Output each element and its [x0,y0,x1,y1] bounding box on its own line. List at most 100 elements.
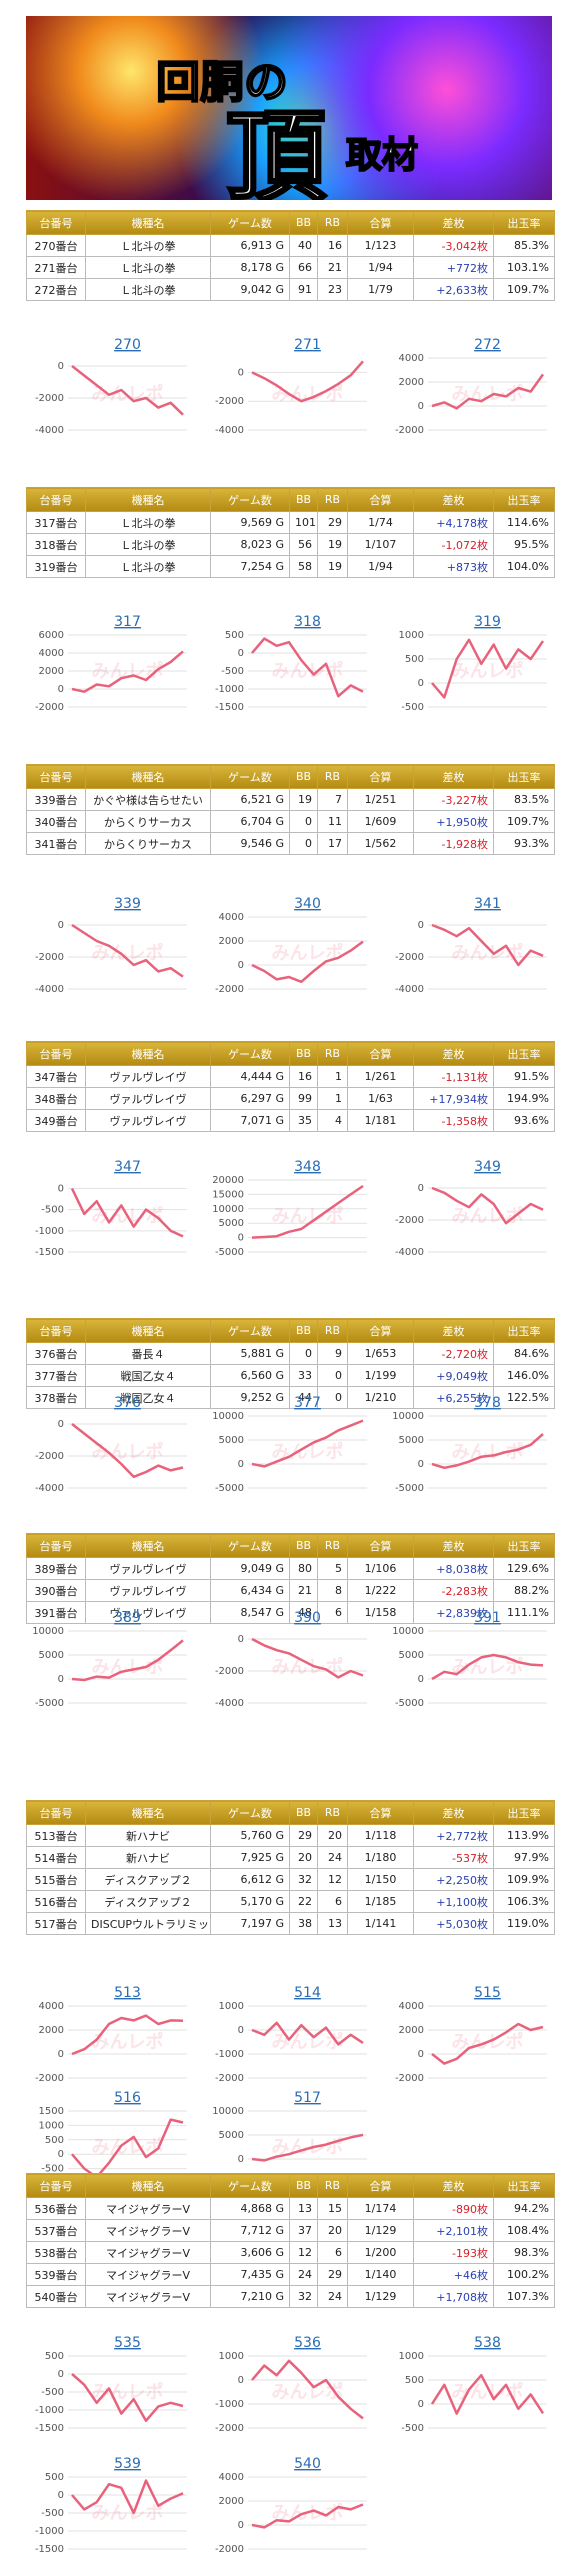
y-tick-label: 0 [238,2375,244,2386]
table-cell: +9,049枚 [413,1364,494,1387]
table-cell: 107.3% [493,2285,555,2308]
chart-title[interactable]: 539 [114,2456,141,2472]
y-tick-label: 0 [238,960,244,971]
chart-title[interactable]: 319 [474,614,501,630]
table-cell: 58 [289,555,318,578]
table-cell: 1/200 [347,2241,414,2264]
header-cell: RB [317,1800,348,1825]
chart-title[interactable]: 515 [474,1985,501,2001]
chart-title[interactable]: 390 [294,1610,321,1626]
data-line [71,365,184,416]
chart-title[interactable]: 340 [294,896,321,912]
data-line [251,2359,364,2420]
watermark: みんレポ [272,2136,344,2158]
chart-title[interactable]: 271 [294,337,321,353]
chart-title[interactable]: 535 [114,2335,141,2351]
table-cell: 101 [289,511,318,534]
table-cell: +4,178枚 [413,511,494,534]
mini-chart: 272 4000 2000 0 -2000 みんレポ [395,337,547,436]
chart-title[interactable]: 376 [114,1395,141,1411]
table-cell: 1/181 [347,1109,414,1132]
chart-title[interactable]: 317 [114,614,141,630]
data-line [71,2373,184,2423]
chart-title[interactable]: 514 [294,1985,321,2001]
chart-title[interactable]: 517 [294,2090,321,2106]
table-row: 539番台 マイジャグラーV 7,435 G 24 29 1/140 +46枚 100.2% [26,2263,555,2286]
data-line [71,650,184,693]
y-tick-label: -500 [41,1205,64,1216]
table-cell: 38 [289,1912,318,1935]
table-cell: 111.1% [493,1601,555,1624]
header-cell: ゲーム数 [210,210,290,235]
chart-title[interactable]: 391 [474,1610,501,1626]
table-cell: ヴァルヴレイヴ [85,1065,211,1088]
chart-title[interactable]: 318 [294,614,321,630]
table-cell: 1/107 [347,533,414,556]
table-cell: +2,839枚 [413,1601,494,1624]
header-cell: 機種名 [85,2173,211,2198]
chart-title[interactable]: 339 [114,896,141,912]
y-tick-label: 2000 [39,666,64,677]
chart-title[interactable]: 378 [474,1395,501,1411]
chart-title[interactable]: 513 [114,1985,141,2001]
header-cell: 台番号 [26,2173,86,2198]
table-cell: 1/174 [347,2197,414,2220]
data-line [251,2021,364,2046]
chart-title[interactable]: 348 [294,1159,321,1175]
header-row: 台番号 機種名 ゲーム数 BB RB 合算 差枚 出玉率 [26,2173,555,2198]
header-cell: ゲーム数 [210,487,290,512]
table-cell: 66 [289,256,318,279]
table-cell: マイジャグラーV [85,2263,211,2286]
table-cell: マイジャグラーV [85,2285,211,2308]
table-cell: 3,606 G [210,2241,290,2264]
header-cell: 出玉率 [493,1318,555,1343]
header-cell: 出玉率 [493,487,555,512]
table-cell: からくりサーカス [85,832,211,855]
chart-title[interactable]: 270 [114,337,141,353]
chart-title[interactable]: 377 [294,1395,321,1411]
chart-title[interactable]: 272 [474,337,501,353]
chart-title[interactable]: 538 [474,2335,501,2351]
table-cell: 6 [317,1890,348,1913]
table-cell: 32 [289,1868,318,1891]
table-cell: 6,913 G [210,234,290,257]
header-cell: BB [289,2173,318,2198]
table-cell: 93.6% [493,1109,555,1132]
y-tick-label: 1000 [219,2351,244,2362]
data-line [251,1637,364,1679]
chart-title[interactable]: 349 [474,1159,501,1175]
y-tick-label: 0 [58,2490,64,2501]
table-cell: 11 [317,810,348,833]
chart-title[interactable]: 389 [114,1610,141,1626]
table-cell: 7,197 G [210,1912,290,1935]
chart-title[interactable]: 536 [294,2335,321,2351]
y-tick-label: 500 [225,630,244,641]
header-cell: 差枚 [413,1533,494,1558]
table-cell: 37 [289,2219,318,2242]
header-cell: 差枚 [413,210,494,235]
table-cell: 6,521 G [210,788,290,811]
table-row: 319番台 Ｌ北斗の拳 7,254 G 58 19 1/94 +873枚 104.0% [26,555,555,578]
y-tick-label: -5000 [215,1247,244,1258]
data-table: 台番号 機種名 ゲーム数 BB RB 合算 差枚 出玉率 317番台 Ｌ北斗の拳 9,569 G 10… [26,487,555,578]
y-tick-label: 5000 [219,1435,244,1446]
table-cell: 6,704 G [210,810,290,833]
table-cell: -2,720枚 [413,1342,494,1365]
chart-title[interactable]: 540 [294,2456,321,2472]
y-tick-label: 0 [58,361,64,372]
table-cell: 1/653 [347,1342,414,1365]
watermark: みんレポ [452,1205,524,1227]
data-line [251,1184,364,1239]
y-tick-label: -2000 [215,2423,244,2434]
chart-title[interactable]: 341 [474,896,501,912]
header-cell: BB [289,764,318,789]
header-cell: 台番号 [26,1318,86,1343]
table-cell: 538番台 [26,2241,86,2264]
table-cell: 戦国乙女４ [85,1364,211,1387]
chart-title[interactable]: 347 [114,1159,141,1175]
chart-title[interactable]: 516 [114,2090,141,2106]
table-cell: 19 [317,555,348,578]
data-table: 台番号 機種名 ゲーム数 BB RB 合算 差枚 出玉率 270番台 Ｌ北斗の拳 6,913 G 40… [26,210,555,301]
data-table: 台番号 機種名 ゲーム数 BB RB 合算 差枚 出玉率 389番台 ヴァルヴレイヴ 9,049 G… [26,1533,555,1624]
